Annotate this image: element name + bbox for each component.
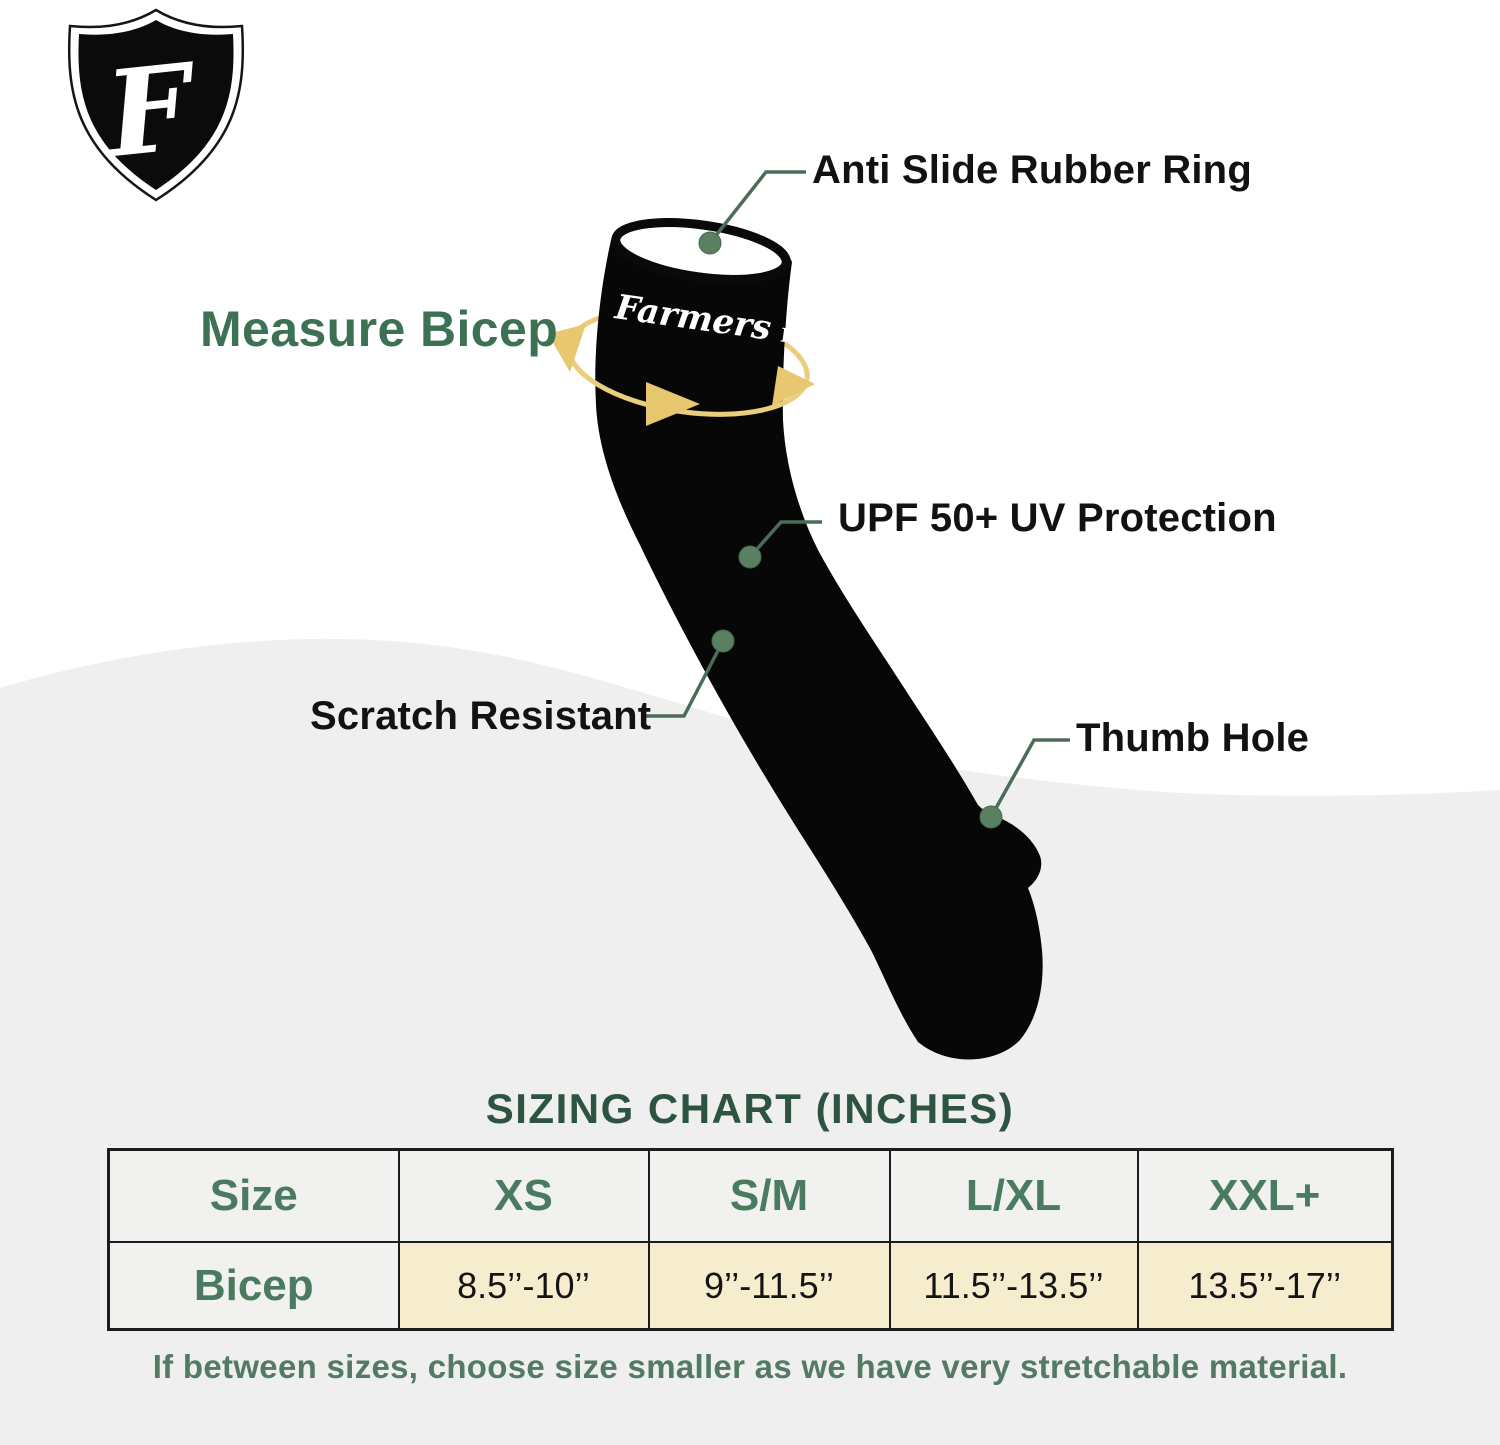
sizing-chart-table: Size XS S/M L/XL XXL+ Bicep 8.5’’-10’’ 9… bbox=[107, 1148, 1394, 1331]
col-header-xxl: XXL+ bbox=[1136, 1148, 1394, 1243]
anti-slide-label: Anti Slide Rubber Ring bbox=[812, 148, 1252, 192]
callout-dots bbox=[698, 231, 1003, 829]
scratch-dot bbox=[711, 629, 735, 653]
shield-fill bbox=[78, 20, 234, 190]
col-header-lxl: L/XL bbox=[888, 1148, 1139, 1243]
upf-callout-line bbox=[748, 520, 822, 559]
sleeve-opening bbox=[611, 218, 791, 284]
sizing-chart-title: SIZING CHART (INCHES) bbox=[485, 1085, 1015, 1132]
thumb-dot bbox=[979, 805, 1003, 829]
sizing-note: If between sizes, choose size smaller as… bbox=[152, 1348, 1348, 1385]
col-header-xs: XS bbox=[397, 1148, 650, 1243]
arm-sleeve bbox=[595, 221, 1043, 1060]
thumb-hole-label: Thumb Hole bbox=[1076, 716, 1310, 760]
bicep-value-lxl: 11.5’’-13.5’’ bbox=[888, 1241, 1139, 1331]
upf-dot bbox=[738, 545, 762, 569]
bicep-value-sm: 9’’-11.5’’ bbox=[647, 1241, 891, 1331]
thumb-callout-line bbox=[989, 738, 1070, 818]
sizing-header-row: Size XS S/M L/XL XXL+ bbox=[107, 1148, 1394, 1243]
measure-arrowhead-left bbox=[548, 324, 586, 372]
measure-bicep-label: Measure Bicep bbox=[200, 301, 559, 357]
callout-lines bbox=[646, 170, 1070, 818]
bicep-value-xs: 8.5’’-10’’ bbox=[397, 1241, 650, 1331]
measure-arrowhead-right bbox=[772, 366, 815, 406]
upf-label: UPF 50+ UV Protection bbox=[838, 496, 1277, 540]
anti-slide-dot bbox=[698, 231, 722, 255]
col-header-size: Size bbox=[107, 1148, 400, 1243]
sizing-bicep-row: Bicep 8.5’’-10’’ 9’’-11.5’’ 11.5’’-13.5’… bbox=[107, 1241, 1394, 1331]
scratch-callout-line bbox=[646, 640, 725, 718]
scratch-resistant-label: Scratch Resistant bbox=[310, 694, 652, 738]
brand-shield-logo: F bbox=[67, 8, 245, 202]
bicep-value-xxl: 13.5’’-17’’ bbox=[1136, 1241, 1394, 1331]
row-label-bicep: Bicep bbox=[107, 1241, 400, 1331]
anti-slide-callout-line bbox=[708, 170, 806, 245]
col-header-sm: S/M bbox=[647, 1148, 891, 1243]
measure-arrowhead-middle bbox=[646, 382, 700, 426]
